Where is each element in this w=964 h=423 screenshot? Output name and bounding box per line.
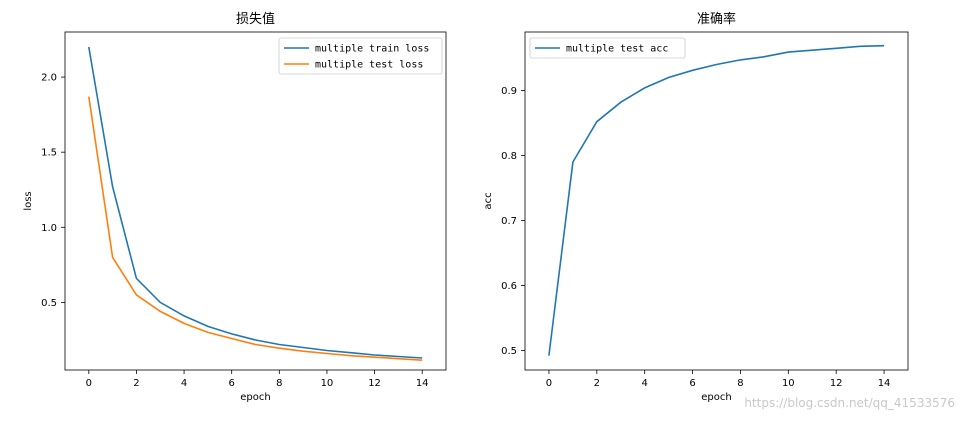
y-tick-label: 0.5 (41, 298, 57, 309)
legend: multiple train loss multiple test loss (278, 37, 443, 75)
plot-frame (64, 31, 447, 371)
x-tick-label: 8 (737, 378, 743, 389)
x-tick-label: 2 (133, 378, 139, 389)
x-tick-label: 2 (594, 378, 600, 389)
series-line-1 (548, 44, 885, 356)
y-tick-label: 1.5 (41, 148, 57, 159)
y-tick-label: 0.5 (501, 346, 517, 357)
legend-label: multiple test acc (566, 44, 668, 55)
chart-panel-1: 0 2 4 6 8 10 12 14 0.5 1.0 1.5 2.0 损失值 epoch loss multi… (23, 11, 447, 403)
x-tick-label: 12 (830, 378, 843, 389)
y-tick-label: 0.7 (501, 216, 517, 227)
x-axis-label: epoch (240, 392, 270, 403)
x-tick-label: 14 (878, 378, 891, 389)
chart-panel-2: 0 2 4 6 8 10 12 14 0.5 0.6 0.7 0.8 0.9 准确率 epoch acc mul… (483, 11, 909, 403)
x-tick-label: 0 (546, 378, 552, 389)
x-tick-label: 6 (689, 378, 695, 389)
x-tick-label: 0 (86, 378, 92, 389)
legend-label: multiple test loss (315, 60, 423, 71)
x-tick-label: 10 (782, 378, 795, 389)
legend-label: multiple train loss (315, 44, 429, 55)
plot-frame (524, 31, 909, 371)
x-tick-label: 4 (642, 378, 648, 389)
legend-box (529, 37, 686, 59)
watermark-text: https://blog.csdn.net/qq_41533576 (744, 396, 955, 410)
x-tick-label: 8 (276, 378, 282, 389)
x-tick-label: 10 (321, 378, 334, 389)
legend: multiple test acc (529, 37, 686, 59)
x-tick-label: 6 (229, 378, 235, 389)
x-tick-label: 12 (368, 378, 381, 389)
x-tick-label: 4 (181, 378, 187, 389)
y-tick-label: 2.0 (41, 73, 57, 84)
series-line-1 (88, 46, 423, 359)
y-tick-label: 1.0 (41, 223, 57, 234)
x-tick-label: 14 (416, 378, 429, 389)
chart-title: 准确率 (697, 11, 736, 27)
legend-box (278, 37, 443, 75)
x-axis-label: epoch (701, 392, 731, 403)
chart-title: 损失值 (236, 11, 275, 27)
y-axis-label: acc (483, 192, 494, 209)
series-line-2 (88, 96, 423, 361)
y-tick-label: 0.8 (501, 151, 517, 162)
y-tick-label: 0.6 (501, 281, 517, 292)
y-axis-label: loss (23, 191, 34, 210)
y-tick-label: 0.9 (501, 86, 517, 97)
